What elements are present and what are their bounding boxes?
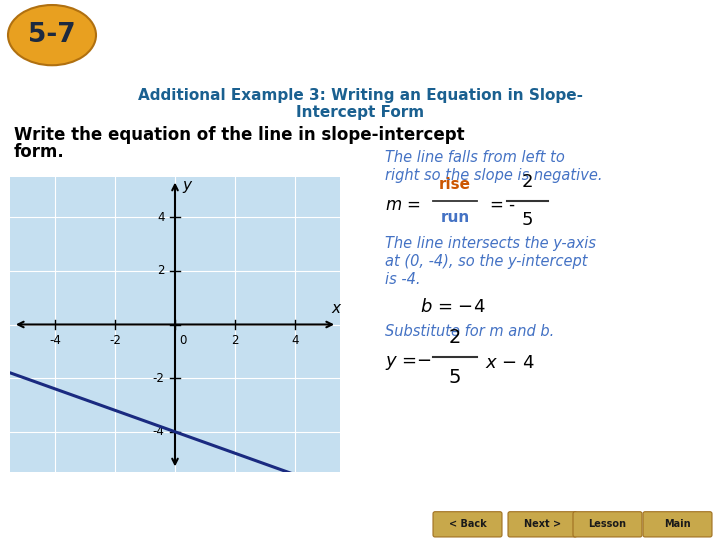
Text: rise: rise	[439, 178, 471, 192]
Text: -4: -4	[49, 334, 61, 347]
Text: 5: 5	[449, 368, 462, 387]
Text: $m$ =: $m$ =	[385, 197, 420, 214]
Text: -4: -4	[153, 426, 164, 438]
Text: Main: Main	[664, 519, 690, 529]
Text: 2: 2	[449, 328, 462, 347]
FancyBboxPatch shape	[643, 512, 712, 537]
Text: form.: form.	[14, 143, 65, 161]
Text: 2: 2	[231, 334, 239, 347]
Text: 5: 5	[521, 211, 533, 230]
Text: Substitute for m and b.: Substitute for m and b.	[385, 323, 554, 339]
Text: The line falls from left to: The line falls from left to	[385, 150, 565, 165]
Text: = -: = -	[490, 197, 515, 214]
Text: < Back: < Back	[449, 519, 487, 529]
Text: run: run	[441, 211, 469, 225]
Text: Additional Example 3: Writing an Equation in Slope-: Additional Example 3: Writing an Equatio…	[138, 89, 582, 103]
Text: 4: 4	[157, 211, 164, 224]
Text: -2: -2	[109, 334, 121, 347]
FancyBboxPatch shape	[573, 512, 642, 537]
Text: 2: 2	[521, 173, 533, 191]
Text: -2: -2	[153, 372, 164, 384]
Text: x: x	[331, 301, 340, 316]
Text: Slope-Intercept Form: Slope-Intercept Form	[115, 21, 464, 49]
Text: 0: 0	[179, 334, 186, 347]
Text: Next >: Next >	[524, 519, 561, 529]
Ellipse shape	[8, 5, 96, 65]
Text: Lesson: Lesson	[588, 519, 626, 529]
Text: Write the equation of the line in slope-intercept: Write the equation of the line in slope-…	[14, 126, 464, 144]
Text: right so the slope is negative.: right so the slope is negative.	[385, 168, 603, 184]
Text: Intercept Form: Intercept Form	[296, 105, 424, 120]
Text: $b$ = −4: $b$ = −4	[420, 299, 485, 316]
Text: $x$ − 4: $x$ − 4	[485, 354, 535, 372]
Text: 2: 2	[157, 265, 164, 278]
Text: 5-7: 5-7	[28, 22, 76, 48]
FancyBboxPatch shape	[433, 512, 502, 537]
Text: is -4.: is -4.	[385, 273, 420, 287]
Text: © HOLT McDOUGAL, All Rights Reserved: © HOLT McDOUGAL, All Rights Reserved	[8, 521, 191, 529]
Text: $y$ =−: $y$ =−	[385, 354, 432, 372]
Text: at (0, -4), so the y-intercept: at (0, -4), so the y-intercept	[385, 254, 588, 269]
Text: y: y	[182, 178, 192, 193]
Text: 4: 4	[292, 334, 299, 347]
Text: The line intersects the y-axis: The line intersects the y-axis	[385, 237, 596, 252]
FancyBboxPatch shape	[508, 512, 577, 537]
